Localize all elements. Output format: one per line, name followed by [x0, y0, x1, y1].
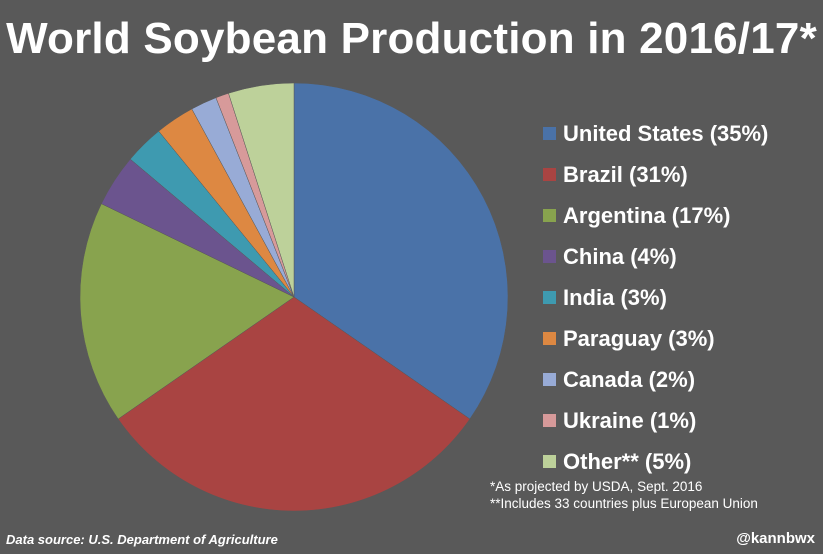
- legend-item-5: Paraguay (3%): [543, 318, 768, 359]
- legend-label: Paraguay (3%): [563, 325, 715, 351]
- footnotes: *As projected by USDA, Sept. 2016 **Incl…: [490, 478, 758, 512]
- legend: United States (35%) Brazil (31%) Argentina…: [543, 113, 768, 482]
- legend-swatch: [543, 250, 556, 263]
- legend-item-7: Ukraine (1%): [543, 400, 768, 441]
- author-handle: @kannbwx: [736, 530, 815, 547]
- legend-label: Argentina (17%): [563, 202, 731, 228]
- legend-swatch: [543, 291, 556, 304]
- legend-swatch: [543, 332, 556, 345]
- legend-swatch: [543, 127, 556, 140]
- legend-swatch: [543, 168, 556, 181]
- legend-label: China (4%): [563, 243, 677, 269]
- legend-label: United States (35%): [563, 120, 769, 146]
- legend-label: Other** (5%): [563, 448, 692, 474]
- legend-swatch: [543, 209, 556, 222]
- footnote-other: **Includes 33 countries plus European Un…: [490, 496, 758, 511]
- pie-slice-2: [79, 203, 295, 420]
- legend-swatch: [543, 414, 556, 427]
- legend-item-4: India (3%): [543, 277, 768, 318]
- legend-item-8: Other** (5%): [543, 441, 768, 482]
- chart-title: World Soybean Production in 2016/17*: [6, 14, 817, 63]
- legend-label: Canada (2%): [563, 366, 696, 392]
- legend-item-2: Argentina (17%): [543, 195, 768, 236]
- footnote-projection: *As projected by USDA, Sept. 2016: [490, 479, 703, 494]
- legend-label: Ukraine (1%): [563, 407, 697, 433]
- pie-slice-8: [228, 82, 295, 298]
- legend-label: India (3%): [563, 284, 667, 310]
- legend-item-0: United States (35%): [543, 113, 768, 154]
- legend-item-1: Brazil (31%): [543, 154, 768, 195]
- data-source: Data source: U.S. Department of Agricult…: [6, 532, 278, 547]
- legend-swatch: [543, 373, 556, 386]
- legend-label: Brazil (31%): [563, 161, 688, 187]
- pie-slice-1: [117, 296, 471, 512]
- pie-slice-0: [293, 82, 509, 420]
- legend-item-3: China (4%): [543, 236, 768, 277]
- legend-item-6: Canada (2%): [543, 359, 768, 400]
- legend-swatch: [543, 455, 556, 468]
